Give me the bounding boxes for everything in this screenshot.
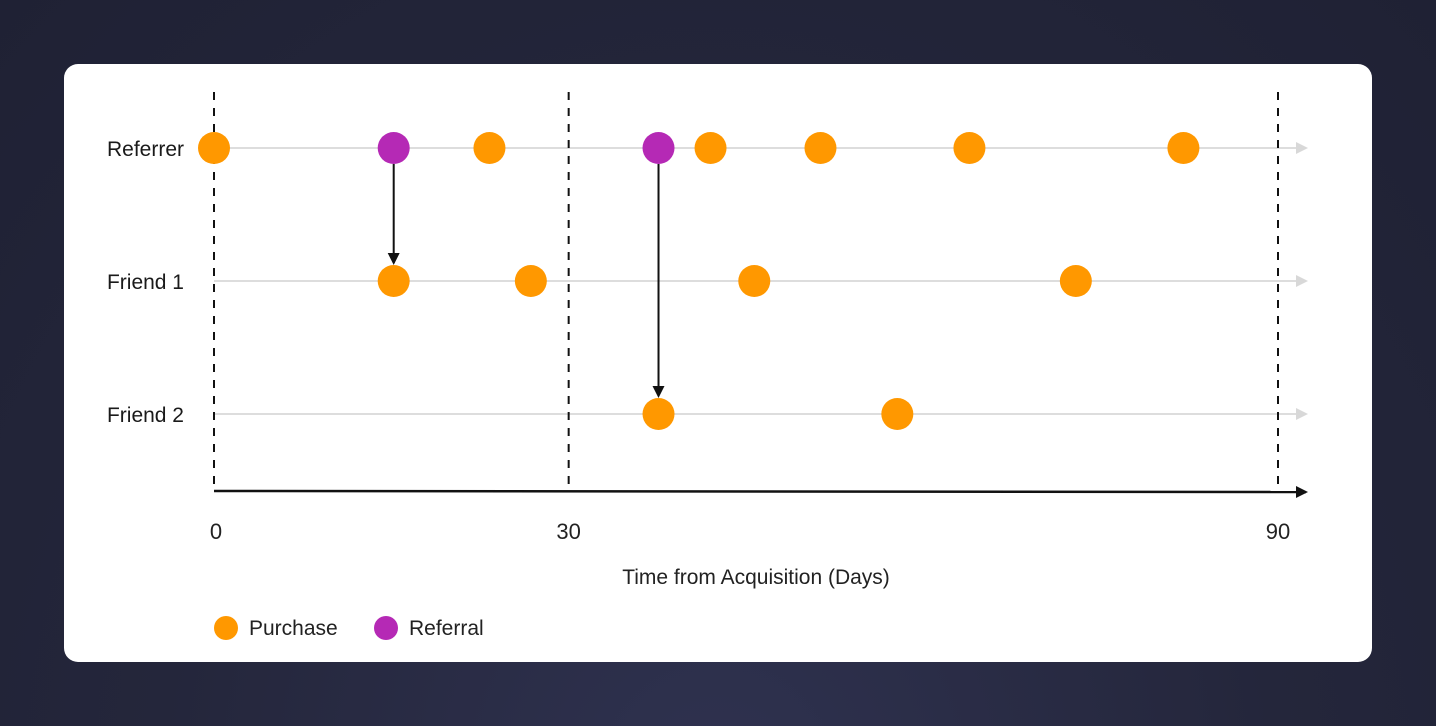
purchase-point-friend-2-12: [881, 398, 914, 430]
row-label-friend-1: Friend 1: [107, 271, 184, 294]
purchase-point-friend-2-11: [642, 398, 675, 430]
referral-point-referrer-1: [377, 132, 410, 164]
x-tick-label-90: 90: [1266, 519, 1290, 544]
purchase-point-referrer-1: [198, 132, 230, 164]
legend-swatch-referral: [374, 616, 398, 640]
legend-label-referral: Referral: [409, 617, 484, 640]
row-label-friend-2: Friend 2: [107, 404, 184, 427]
chart-card: Referrer Friend 1 Friend 2 0 30 90 Time from A…: [64, 64, 1372, 662]
legend-swatch-purchase: [214, 616, 238, 640]
referral-timeline-chart: Referrer Friend 1 Friend 2 0 30 90 Time from A…: [107, 92, 1308, 640]
purchase-point-friend-1-10: [1059, 265, 1092, 297]
legend-label-purchase: Purchase: [249, 617, 338, 640]
x-tick-label-30: 30: [556, 519, 580, 544]
x-axis-title: Time from Acquisition (Days): [622, 566, 890, 589]
row-label-referrer: Referrer: [107, 138, 184, 161]
purchase-point-referrer-4: [804, 132, 837, 164]
referral-point-referrer-2: [642, 132, 675, 164]
x-tick-label-0: 0: [210, 519, 222, 544]
purchase-point-referrer-6: [1167, 132, 1200, 164]
purchase-point-friend-1-9: [738, 265, 771, 297]
purchase-point-referrer-2: [473, 132, 506, 164]
x-axis-line: [213, 485, 1308, 498]
purchase-point-referrer-3: [694, 132, 727, 164]
purchase-point-friend-1-8: [514, 265, 547, 297]
purchase-point-friend-1-7: [377, 265, 410, 297]
purchase-point-referrer-5: [953, 132, 986, 164]
